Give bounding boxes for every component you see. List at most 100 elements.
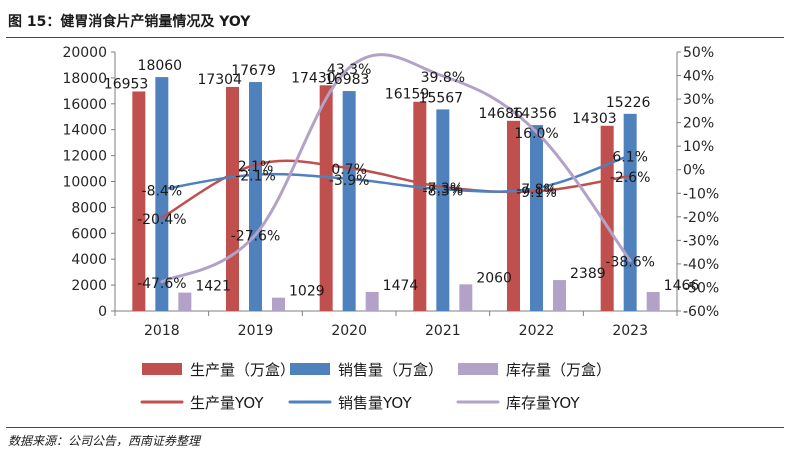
bar-value-label: 16953	[104, 76, 149, 92]
y-left-tick-label: 10000	[62, 175, 107, 191]
line-value-label: 0.7%	[331, 162, 367, 178]
legend-swatch	[458, 363, 498, 375]
legend-label: 销售量（万盒）	[338, 361, 443, 379]
y-right-tick-label: -40%	[683, 257, 719, 273]
legend-label: 销售量YOY	[338, 394, 412, 412]
y-right-tick-label: -20%	[683, 210, 719, 226]
x-tick-label: 2019	[238, 323, 274, 339]
y-right-tick-label: -50%	[683, 280, 719, 296]
bar-value-label: 14686	[478, 106, 523, 122]
title-rule	[6, 37, 784, 38]
bar-value-label: 1029	[289, 284, 325, 300]
line-value-label: -8.3%	[423, 183, 464, 199]
bar-3	[365, 291, 379, 311]
y-right-tick-label: 0%	[683, 163, 705, 179]
bar-value-label: 17304	[197, 72, 242, 88]
bar-1	[319, 85, 333, 312]
line-value-label: -27.6%	[231, 229, 281, 245]
line-value-label: 6.1%	[612, 149, 648, 165]
bar-value-label: 1421	[195, 279, 231, 295]
y-right-tick-label: 20%	[683, 116, 714, 132]
bar-value-label: 18060	[138, 58, 183, 74]
legend-label: 生产量（万盒）	[190, 361, 295, 379]
y-left-tick-label: 8000	[71, 200, 107, 216]
bar-2	[155, 77, 169, 311]
bar-3	[272, 297, 285, 311]
line-value-label: -7.8%	[516, 182, 557, 198]
source-rule	[6, 427, 784, 428]
y-left-tick-label: 12000	[62, 149, 107, 165]
y-left-tick-label: 16000	[62, 97, 107, 113]
line-value-label: -20.4%	[137, 212, 187, 228]
y-left-tick-label: 4000	[71, 252, 107, 268]
bar-value-label: 1474	[383, 278, 419, 294]
line-value-label: -3.9%	[329, 173, 370, 189]
bar-3	[459, 284, 473, 311]
bar-2	[530, 125, 543, 311]
line-series-2	[160, 154, 632, 193]
y-left-tick-label: 18000	[62, 71, 107, 87]
y-right-tick-label: 30%	[683, 92, 714, 108]
figure-title: 图 15：健胃消食片产销量情况及 YOY	[8, 14, 251, 30]
line-value-label: -8.4%	[142, 184, 183, 200]
x-tick-label: 2020	[331, 323, 367, 339]
line-value-label: -2.6%	[610, 170, 651, 186]
bar-3	[646, 292, 660, 311]
y-left-tick-label: 14000	[62, 123, 107, 139]
line-value-label: -7.3%	[423, 181, 464, 197]
bar-value-label: 16983	[325, 72, 370, 88]
bar-2	[623, 113, 637, 311]
bar-value-label: 14303	[572, 111, 617, 127]
bar-value-label: 15567	[419, 90, 464, 106]
bar-2	[436, 109, 450, 311]
y-left-tick-label: 2000	[71, 278, 107, 294]
bar-3	[553, 280, 566, 311]
x-tick-label: 2023	[612, 323, 648, 339]
bar-1	[226, 86, 239, 311]
bar-value-label: 17430	[291, 70, 336, 86]
bar-value-label: 1466	[664, 278, 700, 294]
bar-2	[249, 82, 262, 312]
bar-value-label: 16159	[385, 87, 430, 103]
y-left-tick-label: 20000	[62, 45, 107, 61]
y-right-tick-label: 50%	[683, 45, 714, 61]
y-right-tick-label: -30%	[683, 233, 719, 249]
y-left-tick-label: 0	[98, 304, 107, 320]
y-right-tick-label: 10%	[683, 139, 714, 155]
bar-1	[413, 101, 427, 311]
line-series-1	[160, 159, 632, 220]
bar-value-label: 15226	[606, 95, 651, 111]
y-right-tick-label: -60%	[683, 304, 719, 320]
legend-label: 库存量YOY	[506, 394, 580, 412]
bar-value-label: 17679	[231, 63, 276, 79]
x-tick-label: 2018	[144, 323, 180, 339]
line-value-label: 43.3%	[327, 62, 371, 78]
bar-2	[342, 91, 356, 311]
line-value-label: 2.1%	[238, 159, 274, 175]
bar-value-label: 2060	[476, 270, 512, 286]
bar-1	[132, 91, 146, 311]
line-value-label: 16.0%	[514, 126, 558, 142]
bar-value-label: 2389	[570, 266, 606, 282]
bar-1	[507, 120, 520, 311]
bar-1	[600, 125, 614, 311]
source-note: 数据来源：公司公告，西南证券整理	[8, 434, 201, 448]
line-value-label: 39.8%	[421, 70, 465, 86]
bar-value-label: 14356	[512, 106, 557, 122]
y-left-tick-label: 6000	[71, 226, 107, 242]
line-value-label: -38.6%	[605, 255, 655, 271]
line-series-3	[160, 53, 632, 284]
y-right-tick-label: 40%	[683, 69, 714, 85]
line-value-label: -47.6%	[137, 276, 187, 292]
y-right-tick-label: -10%	[683, 186, 719, 202]
legend-label: 库存量（万盒）	[506, 361, 611, 379]
bar-3	[178, 292, 192, 311]
legend-swatch	[142, 363, 182, 375]
x-tick-label: 2021	[425, 323, 461, 339]
line-value-label: -2.1%	[235, 169, 276, 185]
legend-label: 生产量YOY	[190, 394, 264, 412]
x-tick-label: 2022	[519, 323, 555, 339]
line-value-label: -9.1%	[516, 185, 557, 201]
